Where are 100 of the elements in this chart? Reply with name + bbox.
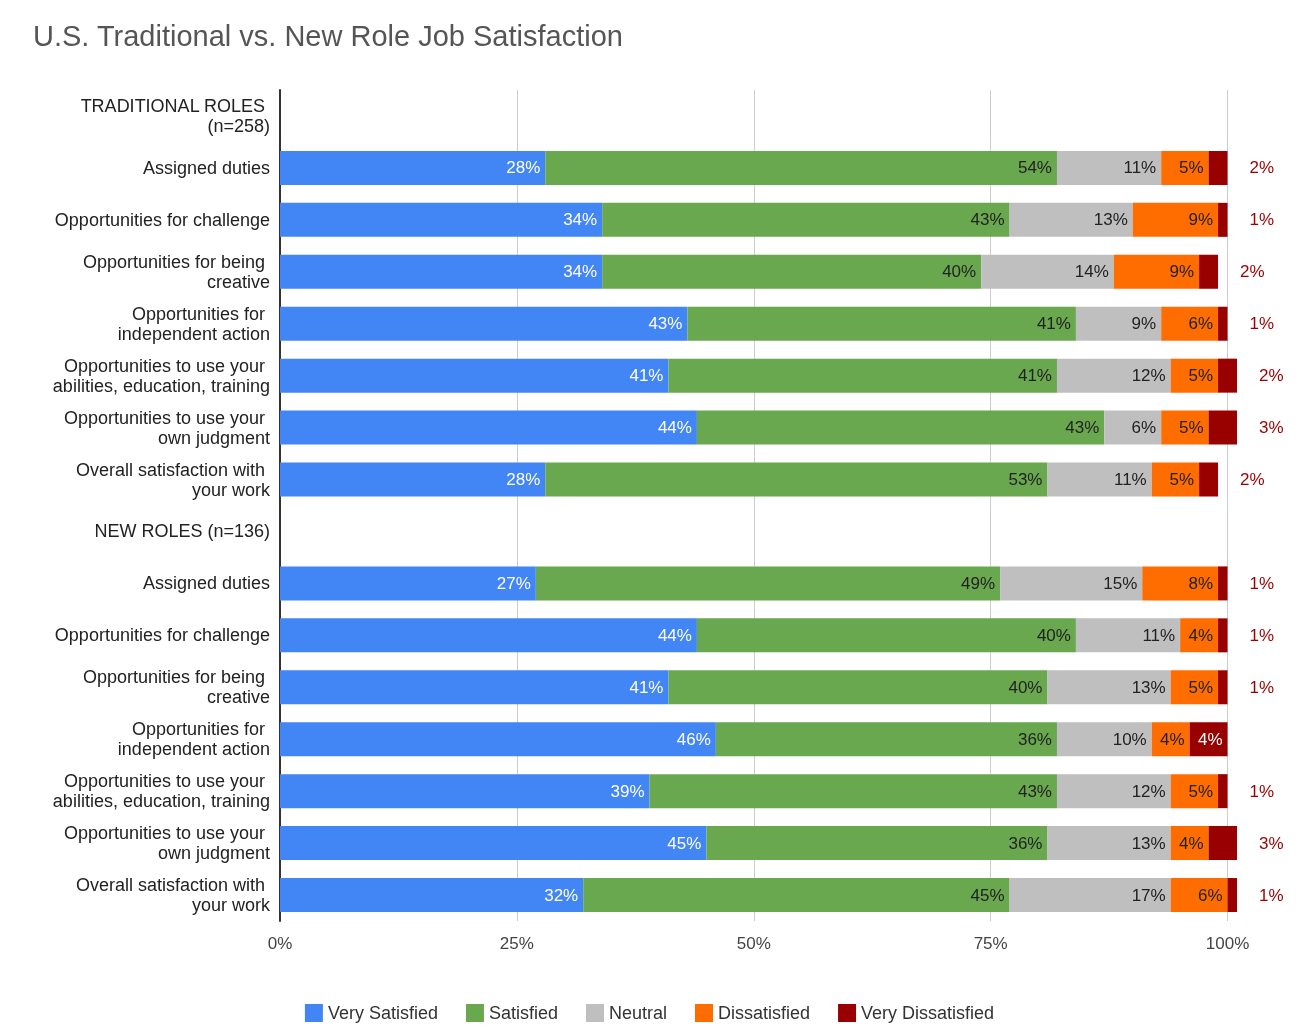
data-label: 27% xyxy=(496,573,531,593)
bar xyxy=(1170,878,1228,913)
data-label: 10% xyxy=(1112,729,1147,749)
data-label: 2% xyxy=(1240,470,1265,490)
data-label: 5% xyxy=(1188,677,1214,697)
data-label: 6% xyxy=(1197,885,1223,905)
bar xyxy=(1009,878,1171,913)
legend-label: Neutral xyxy=(609,1003,668,1023)
bar xyxy=(1009,202,1133,237)
data-label: 45% xyxy=(970,885,1005,905)
bar xyxy=(1056,722,1152,757)
data-label: 3% xyxy=(1259,418,1284,438)
y-tick-label: Overall satisfaction with your work xyxy=(75,875,271,916)
data-label: 36% xyxy=(1017,729,1052,749)
x-tick-label: 25% xyxy=(499,934,534,953)
bar xyxy=(1227,878,1237,913)
bar xyxy=(1113,254,1200,289)
data-label: 9% xyxy=(1169,262,1195,282)
data-label: 1% xyxy=(1259,885,1284,905)
y-tick-label: Opportunities to use your abilities, education, training xyxy=(52,771,270,812)
data-label: 1% xyxy=(1249,573,1275,593)
y-tick-label: Opportunities for challenge xyxy=(54,625,270,646)
bar xyxy=(280,878,584,913)
data-label: 9% xyxy=(1188,210,1214,230)
data-label: 3% xyxy=(1259,833,1284,853)
data-label: 11% xyxy=(1123,158,1157,178)
bar xyxy=(1218,202,1228,237)
data-label: 4% xyxy=(1188,625,1214,645)
data-label: 43% xyxy=(1017,781,1052,801)
bar xyxy=(1208,826,1237,861)
bar xyxy=(280,826,707,861)
data-label: 49% xyxy=(961,573,996,593)
bar xyxy=(1075,618,1181,653)
data-label: 4% xyxy=(1179,833,1204,853)
data-label: 43% xyxy=(1065,418,1100,438)
bar xyxy=(1218,670,1228,705)
data-label: 12% xyxy=(1131,781,1166,801)
data-label: 40% xyxy=(1008,677,1043,697)
bar xyxy=(280,774,650,809)
bar xyxy=(1161,410,1209,445)
data-label: 2% xyxy=(1259,366,1284,386)
bar xyxy=(535,566,1001,601)
bar xyxy=(1161,150,1209,185)
data-label: 2% xyxy=(1249,158,1275,178)
data-label: 4% xyxy=(1197,729,1223,749)
data-label: 44% xyxy=(657,625,692,645)
bar xyxy=(280,254,603,289)
bar xyxy=(602,202,1010,237)
data-label: 5% xyxy=(1188,366,1214,386)
data-label: 32% xyxy=(544,885,579,905)
bar xyxy=(1218,618,1228,653)
bar xyxy=(1161,306,1219,341)
bar xyxy=(280,618,697,653)
data-label: 1% xyxy=(1249,781,1275,801)
data-label: 40% xyxy=(942,262,977,282)
bar xyxy=(280,462,546,497)
data-label: 13% xyxy=(1131,833,1166,853)
data-label: 34% xyxy=(563,262,598,282)
y-tick-label: Assigned duties xyxy=(142,573,270,594)
y-tick-label: Overall satisfaction with your work xyxy=(75,459,271,500)
data-label: 1% xyxy=(1249,677,1275,697)
y-tick-label: Opportunities to use your abilities, education, training xyxy=(52,355,270,396)
bar xyxy=(280,150,546,185)
data-label: 5% xyxy=(1179,158,1204,178)
data-label: 8% xyxy=(1188,573,1214,593)
bar xyxy=(1218,774,1228,809)
bar xyxy=(1047,670,1171,705)
bar xyxy=(696,618,1076,653)
bar xyxy=(1218,566,1228,601)
data-label: 4% xyxy=(1160,729,1185,749)
y-tick-label: Opportunities for being creative xyxy=(82,667,270,708)
bar xyxy=(696,410,1105,445)
bar xyxy=(545,150,1057,185)
y-tick-label: Opportunities for independent action xyxy=(117,303,270,344)
data-label: 1% xyxy=(1249,625,1275,645)
y-tick-label: NEW ROLES (n=136) xyxy=(94,521,270,542)
bar xyxy=(280,566,536,601)
legend-label: Very Dissatisfied xyxy=(861,1003,995,1023)
x-tick-label: 50% xyxy=(736,934,771,953)
bar xyxy=(1208,150,1228,185)
data-label: 39% xyxy=(610,781,645,801)
bar xyxy=(1104,410,1162,445)
y-tick-label: Opportunities for challenge xyxy=(54,209,270,230)
data-label: 46% xyxy=(676,729,711,749)
data-label: 13% xyxy=(1131,677,1166,697)
y-tick-label: TRADITIONAL ROLES (n=258) xyxy=(80,95,270,136)
bar xyxy=(706,826,1048,861)
data-label: 40% xyxy=(1036,625,1071,645)
data-label: 41% xyxy=(629,366,664,386)
data-label: 34% xyxy=(563,210,598,230)
data-label: 11% xyxy=(1113,470,1147,490)
bar xyxy=(280,722,716,757)
bar xyxy=(1075,306,1162,341)
x-tick-label: 0% xyxy=(267,934,293,953)
data-label: 6% xyxy=(1188,314,1214,334)
data-label: 15% xyxy=(1103,573,1138,593)
legend-label: Dissatisfied xyxy=(718,1003,811,1023)
bar xyxy=(602,254,982,289)
bar xyxy=(1132,202,1219,237)
bar xyxy=(1047,462,1152,497)
